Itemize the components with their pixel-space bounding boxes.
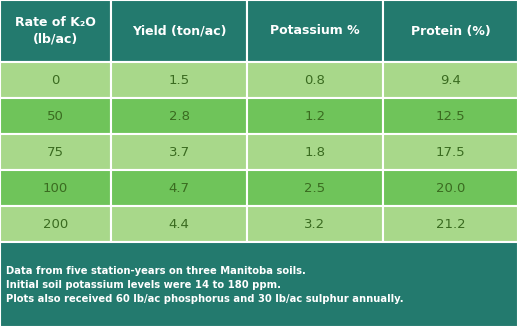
Text: 3.7: 3.7 bbox=[169, 146, 190, 159]
Bar bbox=[111, 134, 247, 170]
Bar bbox=[0, 242, 518, 327]
Text: 9.4: 9.4 bbox=[440, 74, 461, 87]
Text: 1.5: 1.5 bbox=[169, 74, 190, 87]
Bar bbox=[247, 134, 383, 170]
Text: 2.8: 2.8 bbox=[169, 110, 190, 123]
Bar bbox=[383, 62, 518, 98]
Text: 21.2: 21.2 bbox=[436, 217, 465, 231]
Bar bbox=[383, 0, 518, 62]
Text: 1.8: 1.8 bbox=[305, 146, 325, 159]
Text: 3.2: 3.2 bbox=[305, 217, 325, 231]
Text: 100: 100 bbox=[43, 181, 68, 195]
Bar bbox=[0, 170, 111, 206]
Bar bbox=[247, 0, 383, 62]
Bar bbox=[383, 206, 518, 242]
Bar bbox=[247, 206, 383, 242]
Bar bbox=[247, 98, 383, 134]
Bar bbox=[111, 62, 247, 98]
Text: 20.0: 20.0 bbox=[436, 181, 465, 195]
Bar bbox=[383, 98, 518, 134]
Bar bbox=[111, 98, 247, 134]
Text: Potassium %: Potassium % bbox=[270, 25, 360, 38]
Bar bbox=[111, 206, 247, 242]
Text: Data from five station-years on three Manitoba soils.
Initial soil potassium lev: Data from five station-years on three Ma… bbox=[6, 266, 404, 303]
Bar bbox=[0, 206, 111, 242]
Bar bbox=[0, 134, 111, 170]
Text: 75: 75 bbox=[47, 146, 64, 159]
Text: 200: 200 bbox=[43, 217, 68, 231]
Bar bbox=[111, 0, 247, 62]
Text: 2.5: 2.5 bbox=[305, 181, 325, 195]
Text: 1.2: 1.2 bbox=[305, 110, 325, 123]
Text: 17.5: 17.5 bbox=[436, 146, 465, 159]
Bar bbox=[383, 134, 518, 170]
Bar bbox=[247, 170, 383, 206]
Text: 0.8: 0.8 bbox=[305, 74, 325, 87]
Bar bbox=[247, 62, 383, 98]
Bar bbox=[0, 98, 111, 134]
Text: Yield (ton/ac): Yield (ton/ac) bbox=[132, 25, 226, 38]
Text: Rate of K₂O
(lb/ac): Rate of K₂O (lb/ac) bbox=[15, 16, 96, 45]
Text: Protein (%): Protein (%) bbox=[411, 25, 490, 38]
Bar bbox=[0, 62, 111, 98]
Text: 4.4: 4.4 bbox=[169, 217, 190, 231]
Text: 50: 50 bbox=[47, 110, 64, 123]
Bar bbox=[383, 170, 518, 206]
Bar bbox=[111, 170, 247, 206]
Text: 0: 0 bbox=[51, 74, 60, 87]
Bar bbox=[0, 0, 111, 62]
Text: 4.7: 4.7 bbox=[169, 181, 190, 195]
Text: 12.5: 12.5 bbox=[436, 110, 465, 123]
